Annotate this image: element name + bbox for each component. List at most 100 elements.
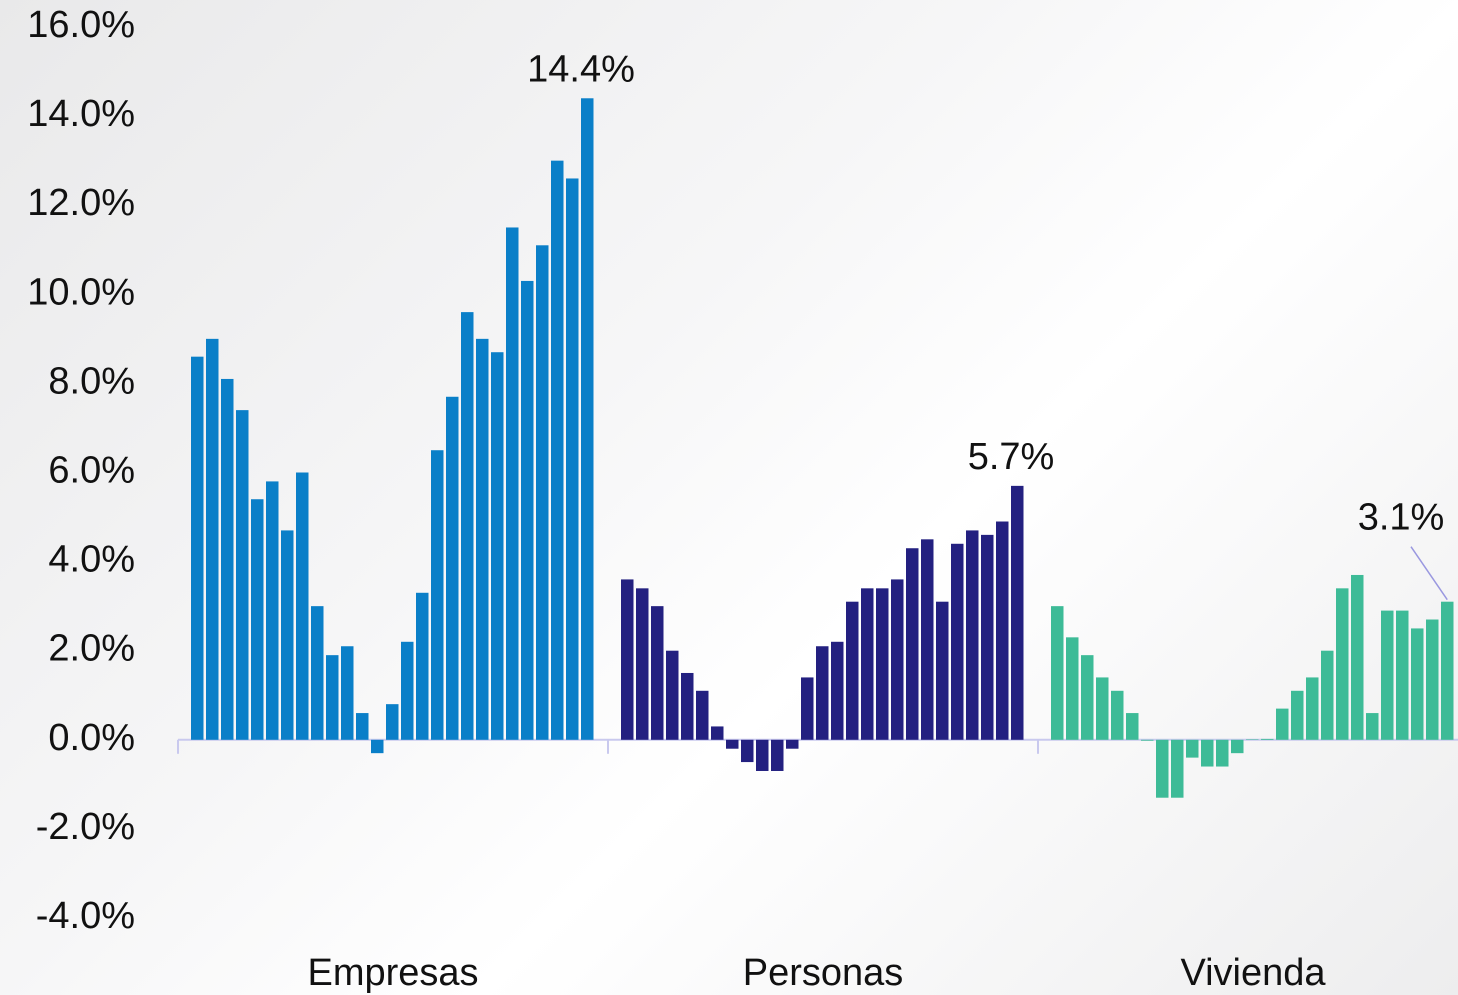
bar bbox=[666, 650, 679, 740]
bar bbox=[416, 592, 429, 740]
bar bbox=[1366, 713, 1379, 740]
bar bbox=[1336, 588, 1349, 740]
bar bbox=[401, 641, 414, 740]
bar bbox=[521, 280, 534, 740]
bar bbox=[491, 352, 504, 740]
bar bbox=[1441, 601, 1454, 740]
bar bbox=[1216, 739, 1229, 767]
bar bbox=[266, 481, 279, 740]
bar bbox=[681, 672, 694, 740]
group-label: Empresas bbox=[307, 952, 478, 994]
bar bbox=[726, 739, 739, 749]
bar bbox=[1426, 619, 1439, 740]
bar bbox=[951, 543, 964, 740]
group-label: Vivienda bbox=[1180, 952, 1326, 994]
bar bbox=[966, 530, 979, 740]
bar bbox=[191, 356, 204, 740]
bar bbox=[1351, 574, 1364, 740]
bar bbox=[786, 739, 799, 749]
y-tick-label: -4.0% bbox=[36, 895, 135, 937]
bar bbox=[1321, 650, 1334, 740]
value-label: 5.7% bbox=[968, 436, 1055, 478]
bar bbox=[296, 472, 309, 740]
bar bbox=[1156, 739, 1169, 798]
bar bbox=[846, 601, 859, 740]
bar bbox=[1126, 713, 1139, 740]
bar bbox=[431, 450, 444, 740]
bar bbox=[326, 655, 339, 740]
bar bbox=[461, 312, 474, 740]
bar bbox=[906, 548, 919, 740]
group-label: Personas bbox=[743, 952, 904, 994]
bar bbox=[1051, 606, 1064, 740]
y-tick-label: 16.0% bbox=[27, 4, 135, 46]
y-tick-label: 6.0% bbox=[48, 450, 135, 492]
bar bbox=[1011, 485, 1024, 740]
bar bbox=[536, 245, 549, 740]
bar bbox=[1246, 739, 1259, 740]
bar bbox=[1186, 739, 1199, 758]
bar bbox=[936, 601, 949, 740]
bar bbox=[996, 521, 1009, 740]
bar bbox=[206, 338, 219, 740]
bar bbox=[566, 178, 579, 740]
bar bbox=[831, 641, 844, 740]
bar bbox=[1306, 677, 1319, 740]
bar bbox=[1066, 637, 1079, 740]
bar bbox=[1276, 708, 1289, 740]
bar bbox=[371, 739, 384, 754]
bar bbox=[1096, 677, 1109, 740]
bar bbox=[386, 704, 399, 740]
bar bbox=[551, 160, 564, 740]
bar bbox=[696, 690, 709, 740]
y-tick-label: 8.0% bbox=[48, 360, 135, 402]
leader-line bbox=[1410, 546, 1448, 601]
bar bbox=[816, 646, 829, 740]
bar bbox=[876, 588, 889, 740]
bar bbox=[1081, 655, 1094, 740]
bar bbox=[581, 98, 594, 740]
bar bbox=[506, 227, 519, 740]
bar bbox=[281, 530, 294, 740]
bar bbox=[756, 739, 769, 771]
value-label: 3.1% bbox=[1358, 497, 1445, 539]
y-tick-label: 4.0% bbox=[48, 539, 135, 581]
bar bbox=[636, 588, 649, 740]
bar bbox=[741, 739, 754, 763]
bar bbox=[771, 739, 784, 771]
value-label: 14.4% bbox=[527, 48, 635, 90]
bar bbox=[1201, 739, 1214, 767]
bar bbox=[621, 579, 634, 740]
bar bbox=[1231, 739, 1244, 754]
bar bbox=[311, 606, 324, 740]
bar bbox=[1141, 739, 1154, 741]
bar bbox=[1381, 610, 1394, 740]
bar bbox=[711, 726, 724, 740]
bar bbox=[651, 606, 664, 740]
bar bbox=[1396, 610, 1409, 740]
bar bbox=[476, 338, 489, 740]
bar bbox=[236, 410, 249, 740]
bar bbox=[446, 396, 459, 740]
y-tick-label: 10.0% bbox=[27, 271, 135, 313]
bar bbox=[921, 539, 934, 740]
y-tick-label: 12.0% bbox=[27, 182, 135, 224]
bar bbox=[891, 579, 904, 740]
bar bbox=[356, 713, 369, 740]
bar bbox=[1411, 628, 1424, 740]
bar bbox=[221, 378, 234, 740]
y-tick-label: 0.0% bbox=[48, 717, 135, 759]
bar bbox=[1261, 738, 1274, 740]
bar bbox=[341, 646, 354, 740]
bar bbox=[1111, 690, 1124, 740]
y-tick-label: 14.0% bbox=[27, 93, 135, 135]
bar bbox=[861, 588, 874, 740]
bar bbox=[1171, 739, 1184, 798]
bar bbox=[251, 499, 264, 740]
bar bbox=[1291, 690, 1304, 740]
bar bbox=[801, 677, 814, 740]
bar bbox=[981, 534, 994, 740]
y-tick-label: 2.0% bbox=[48, 628, 135, 670]
y-tick-label: -2.0% bbox=[36, 806, 135, 848]
